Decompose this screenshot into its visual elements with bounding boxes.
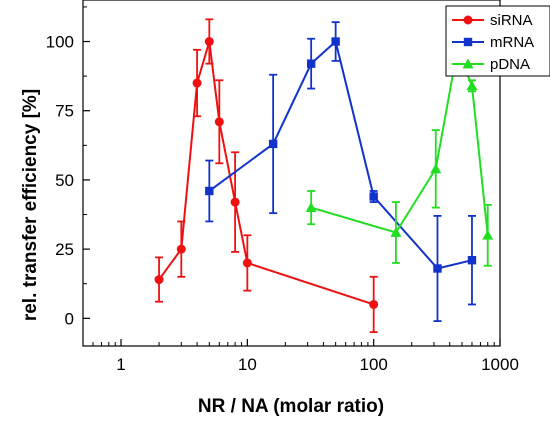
series-siRNA — [154, 18, 379, 334]
x-axis-label: NR / NA (molar ratio) — [198, 396, 384, 417]
data-point — [192, 78, 202, 88]
data-point — [214, 117, 224, 127]
data-point — [242, 258, 252, 268]
series-line — [310, 46, 489, 236]
x-tick-label: 1 — [116, 355, 125, 374]
x-tick-label: 10 — [238, 355, 257, 374]
y-axis-label: rel. transfer efficiency [%] — [20, 89, 41, 321]
legend-marker — [463, 37, 473, 47]
y-tick-label: 0 — [65, 309, 74, 328]
data-point — [306, 59, 316, 68]
legend-marker — [463, 15, 473, 25]
legend: siRNA mRNA pDNA — [445, 5, 550, 77]
data-point — [230, 197, 240, 207]
series-layer — [154, 18, 494, 334]
data-point — [433, 264, 442, 273]
y-tick-label: 75 — [55, 102, 74, 121]
data-point — [154, 275, 164, 285]
x-tick-label: 1000 — [481, 355, 519, 374]
data-point — [390, 227, 402, 237]
data-point — [331, 37, 340, 46]
data-point — [205, 186, 214, 196]
series-mRNA — [205, 21, 477, 322]
axes: 1 10 100 1000 0 25 50 75 100 — [46, 6, 519, 374]
legend-entry: siRNA — [490, 12, 533, 29]
data-point — [176, 244, 186, 254]
legend-marker — [462, 58, 474, 69]
series-line — [158, 41, 374, 306]
plot-frame — [82, 0, 501, 347]
data-point — [305, 202, 317, 212]
data-point — [369, 192, 378, 201]
data-point — [204, 37, 214, 47]
x-tick-label: 100 — [359, 355, 387, 374]
data-point — [430, 163, 442, 174]
legend-entry: pDNA — [490, 56, 530, 73]
y-tick-label: 25 — [55, 240, 74, 259]
data-point — [369, 299, 379, 309]
data-point — [268, 139, 278, 149]
data-point — [467, 255, 477, 265]
y-tick-label: 50 — [55, 171, 74, 190]
data-point — [482, 229, 494, 240]
legend-entry: mRNA — [490, 34, 534, 51]
data-point — [466, 80, 478, 91]
y-tick-label: 100 — [46, 33, 74, 52]
